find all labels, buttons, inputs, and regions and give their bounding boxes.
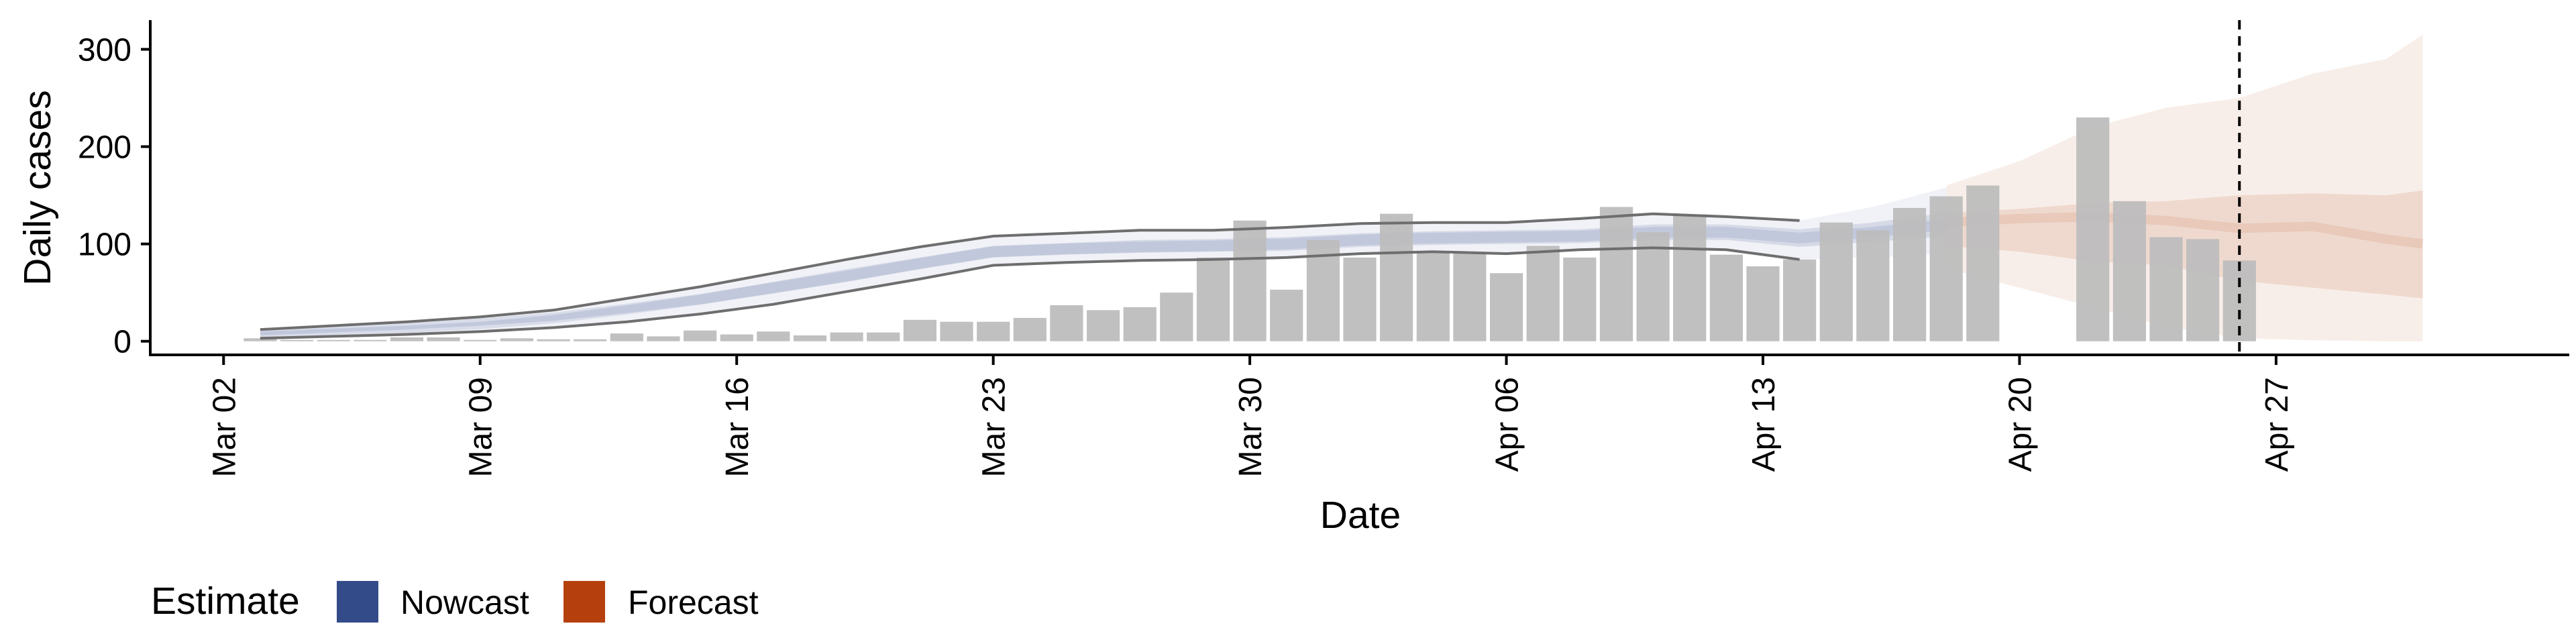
forecast-band-90 xyxy=(1946,34,2423,341)
bar xyxy=(1380,213,1413,341)
bar xyxy=(1746,266,1780,341)
bar xyxy=(537,339,570,341)
x-tick-label: Mar 16 xyxy=(720,377,755,477)
y-axis-title: Daily cases xyxy=(16,90,59,285)
bar xyxy=(1013,317,1046,341)
bar xyxy=(1673,215,1707,341)
legend-label-nowcast: Nowcast xyxy=(400,584,529,621)
bar xyxy=(1050,305,1083,341)
bar xyxy=(574,339,607,341)
bar xyxy=(1196,257,1230,341)
bar xyxy=(647,336,680,341)
nowcast-bound-lines xyxy=(260,212,1800,340)
x-tick-label: Mar 02 xyxy=(207,377,242,477)
x-tick-label: Mar 30 xyxy=(1233,377,1269,477)
x-tick-label: Apr 20 xyxy=(2003,377,2039,472)
bar xyxy=(500,338,533,341)
estimate-bands xyxy=(260,34,2424,341)
nowcast-band-50 xyxy=(260,213,1947,335)
bar xyxy=(1270,289,1303,341)
bar xyxy=(1563,257,1597,341)
bar xyxy=(720,334,753,341)
bar xyxy=(1893,208,1927,341)
x-tick-label: Apr 13 xyxy=(1746,377,1782,472)
forecast-band-50 xyxy=(1946,190,2423,299)
y-tick-label: 300 xyxy=(78,33,131,68)
bar xyxy=(354,339,387,341)
bar xyxy=(244,338,277,341)
legend-swatch-nowcast xyxy=(337,581,378,623)
nowcast-upper-bound-line xyxy=(260,212,1800,331)
bar xyxy=(684,330,717,341)
bar xyxy=(1966,185,2000,341)
bar xyxy=(280,339,314,341)
bar xyxy=(757,331,790,341)
bar xyxy=(390,337,424,341)
bar xyxy=(1453,252,1487,341)
legend: Estimate Nowcast Forecast xyxy=(151,580,759,623)
bar xyxy=(464,339,497,341)
bar xyxy=(2186,239,2220,341)
x-tick-label: Mar 23 xyxy=(977,377,1012,477)
legend-swatch-forecast xyxy=(564,581,605,623)
bar xyxy=(2076,117,2110,341)
legend-title: Estimate xyxy=(151,580,300,623)
bar xyxy=(1123,307,1157,341)
bar xyxy=(1233,220,1267,341)
x-tick-label: Apr 06 xyxy=(1490,377,1525,472)
bar xyxy=(1856,230,1890,341)
forecast-median-line xyxy=(1945,211,2424,249)
bar xyxy=(2112,201,2146,341)
y-ticks: 0 100 200 300 xyxy=(78,33,150,360)
y-tick-label: 100 xyxy=(78,227,131,263)
bar xyxy=(2149,237,2183,341)
y-tick-label: 200 xyxy=(78,130,131,166)
bar xyxy=(1599,207,1633,341)
bar xyxy=(317,339,350,341)
bar xyxy=(793,335,827,341)
bar xyxy=(1087,310,1120,341)
bar xyxy=(610,333,643,341)
bar xyxy=(1160,292,1193,341)
bar xyxy=(977,321,1010,341)
bar xyxy=(1343,257,1377,341)
bar xyxy=(1526,246,1560,341)
bar xyxy=(1636,232,1670,341)
nowcast-band-90 xyxy=(260,187,1947,339)
bar xyxy=(903,319,936,341)
bar xyxy=(1783,259,1817,341)
reported-case-bars xyxy=(244,117,2256,341)
bar xyxy=(1490,273,1523,341)
axes xyxy=(149,20,2569,356)
bar xyxy=(1819,222,1853,341)
y-tick-label: 0 xyxy=(113,325,131,360)
legend-label-forecast: Forecast xyxy=(628,584,759,621)
bar xyxy=(940,321,973,341)
bar xyxy=(830,332,863,341)
x-ticks: Mar 02 Mar 09 Mar 16 Mar 23 Mar 30 Apr 06 Apr … xyxy=(207,355,2295,477)
x-tick-label: Mar 09 xyxy=(464,377,499,477)
x-tick-label: Apr 27 xyxy=(2259,377,2295,472)
bar xyxy=(1416,252,1450,341)
bar xyxy=(867,332,900,341)
bar xyxy=(1929,196,1963,341)
nowcast-lower-bound-line xyxy=(260,246,1800,340)
bar xyxy=(427,337,460,341)
x-axis-title: Date xyxy=(1320,494,1401,537)
bar xyxy=(1709,254,1743,341)
